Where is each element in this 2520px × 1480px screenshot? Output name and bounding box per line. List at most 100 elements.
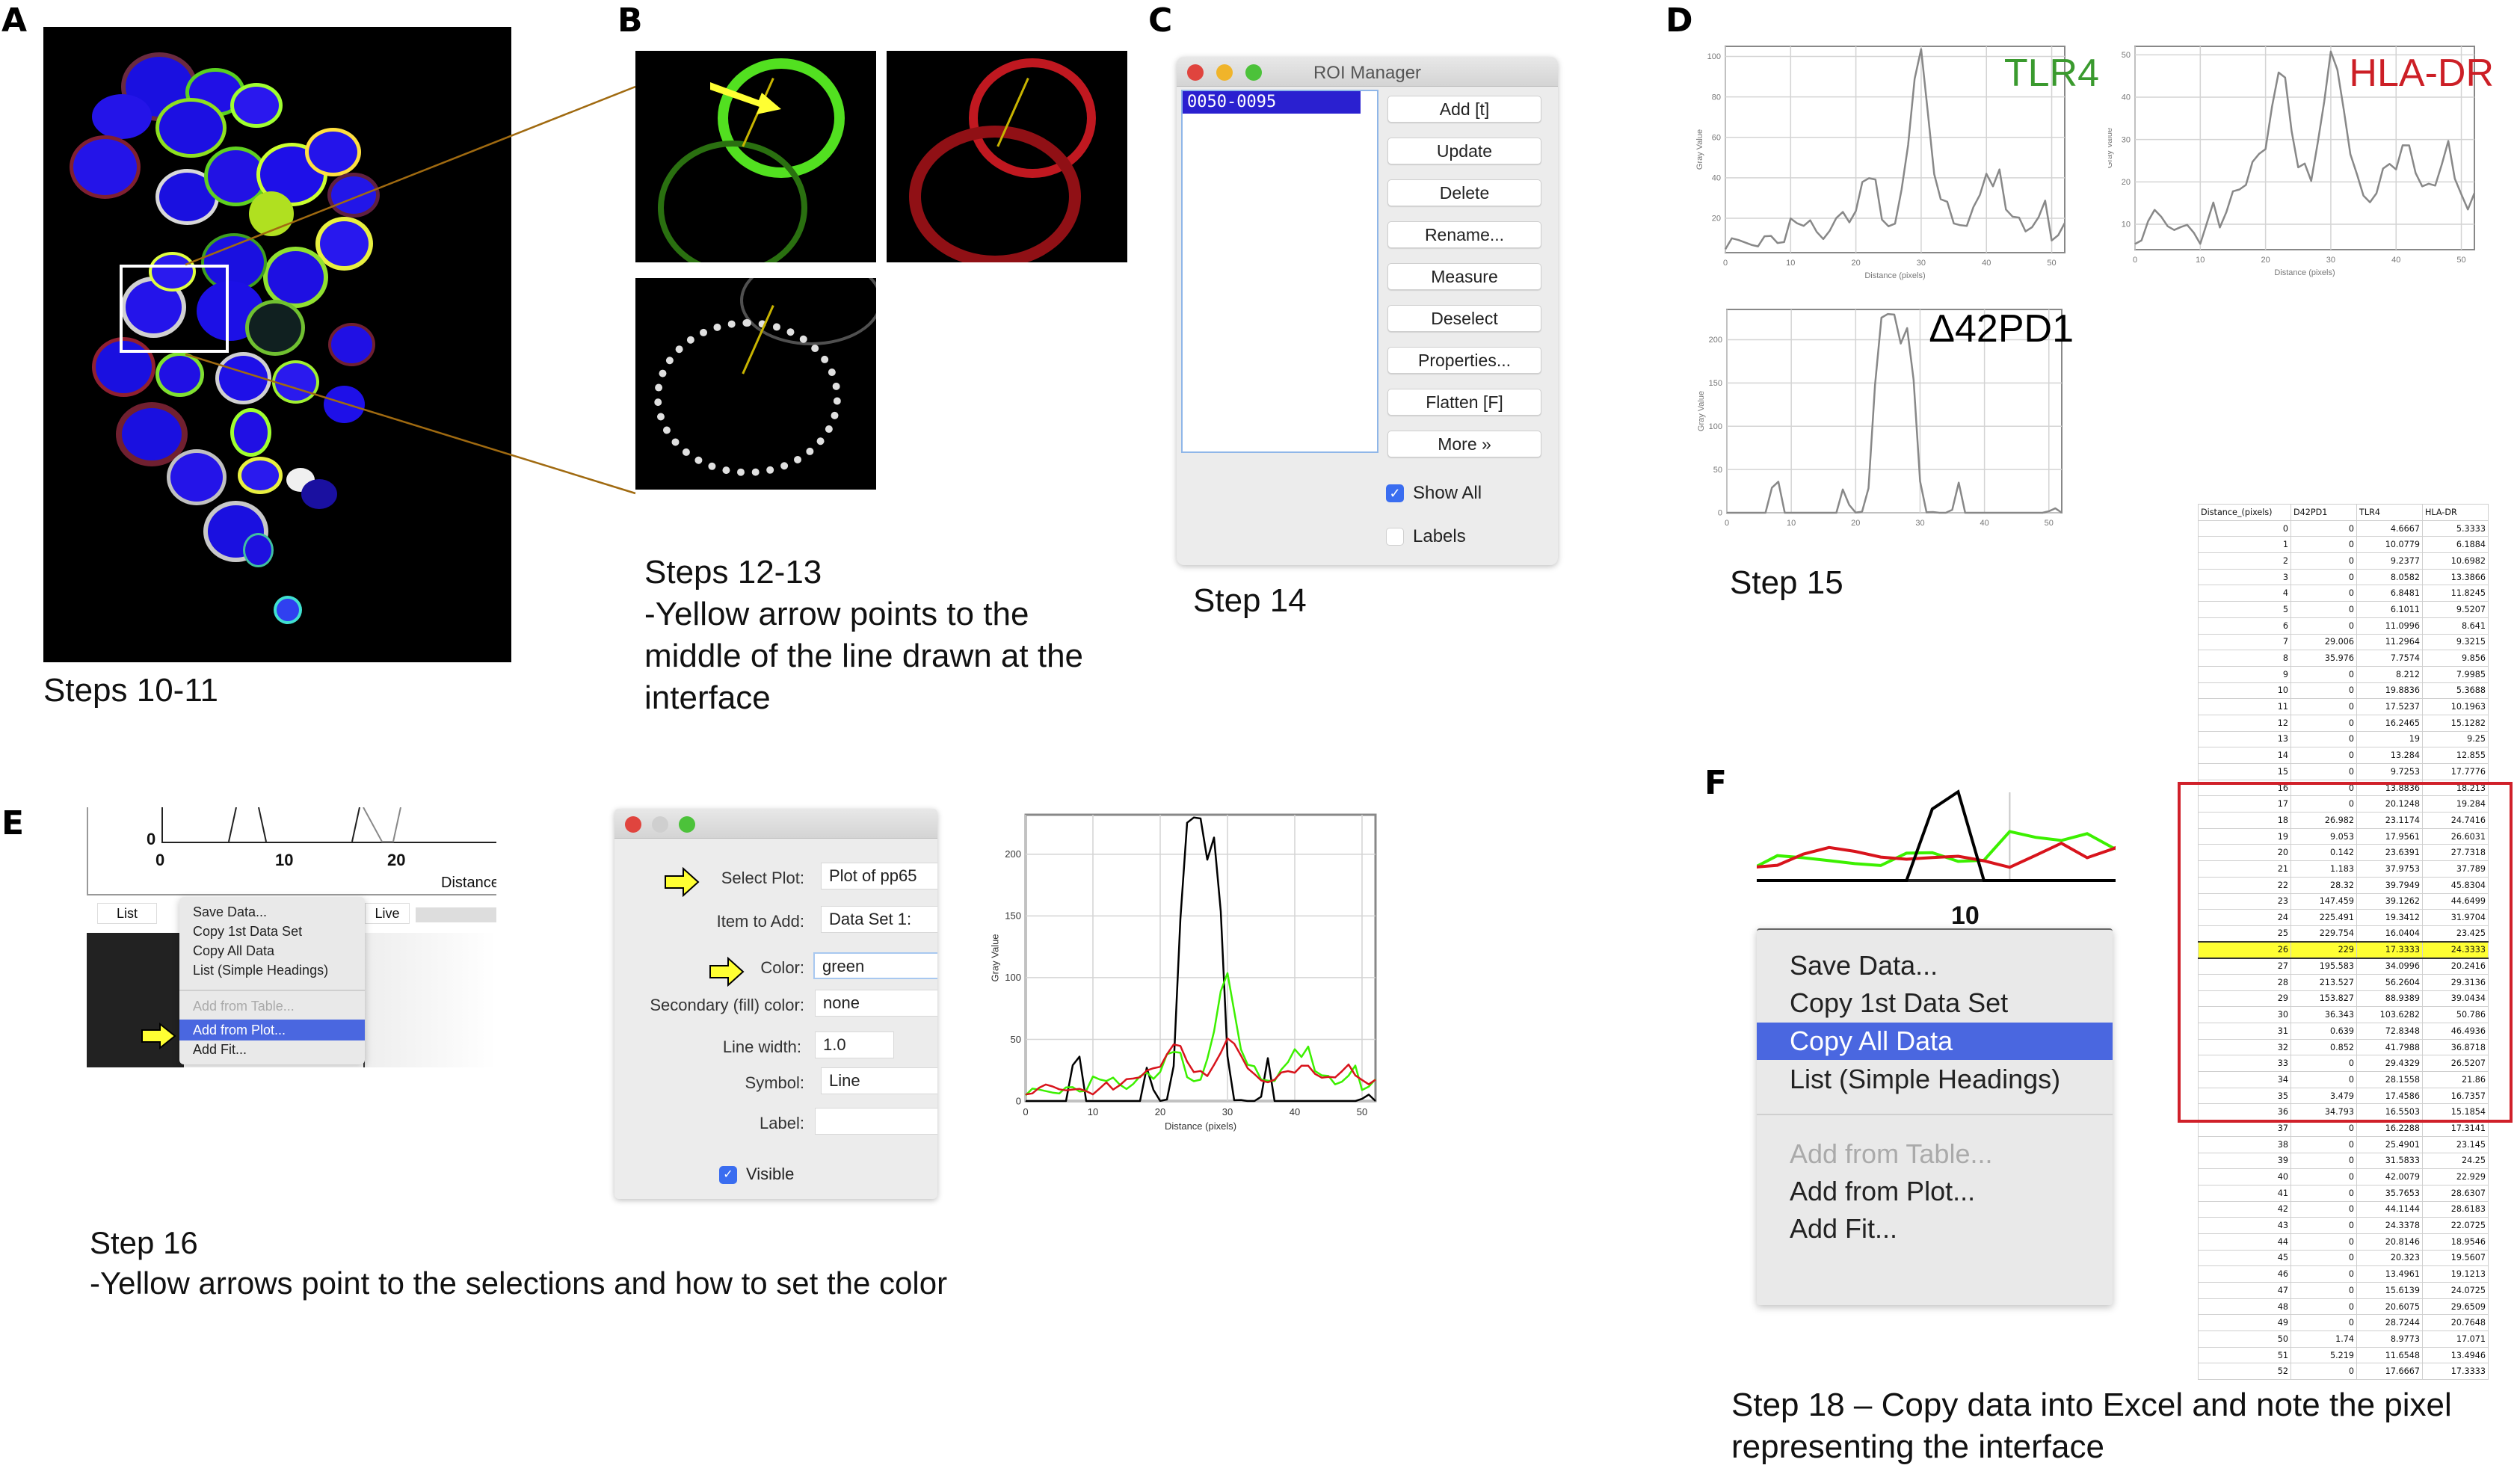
table-cell: 17.071 xyxy=(2422,1331,2489,1348)
table-row: 26 229 17.3333 24.3333 xyxy=(2198,941,2489,959)
deselect-button[interactable]: Deselect xyxy=(1387,305,1541,332)
zoom-connector-lines xyxy=(185,85,636,495)
show-all-label: Show All xyxy=(1413,483,1482,503)
table-cell: 30 xyxy=(2198,1006,2291,1023)
table-cell: 28.32 xyxy=(2291,876,2357,894)
svg-text:50: 50 xyxy=(2456,256,2465,265)
menu-copy-first-data-set[interactable]: Copy 1st Data Set xyxy=(193,924,303,939)
show-all-checkbox[interactable]: ✓ xyxy=(1386,484,1404,502)
menu-add-from-plot[interactable]: Add from Plot... xyxy=(1790,1176,1976,1206)
zoomed-x-tick-10: 10 xyxy=(1951,901,1980,930)
menu-copy-first-data-set[interactable]: Copy 1st Data Set xyxy=(1790,987,2009,1018)
svg-text:40: 40 xyxy=(1290,1106,1300,1117)
table-cell: 9 xyxy=(2198,665,2291,683)
table-cell: 0 xyxy=(2291,1233,2357,1251)
menu-save-data[interactable]: Save Data... xyxy=(1790,950,1938,981)
menu-save-data[interactable]: Save Data... xyxy=(193,904,268,919)
caption-d: Step 15 xyxy=(1730,564,1843,601)
symbol-dropdown[interactable]: Line xyxy=(821,1067,937,1094)
svg-text:0: 0 xyxy=(1725,519,1729,528)
rename-button[interactable]: Rename... xyxy=(1387,221,1541,248)
dark-canvas xyxy=(87,933,184,1067)
minimize-button[interactable] xyxy=(1216,64,1233,81)
live-button[interactable]: Live xyxy=(365,903,410,924)
menu-add-fit[interactable]: Add Fit... xyxy=(1790,1213,1898,1244)
table-cell: 42.0079 xyxy=(2356,1168,2423,1185)
table-cell: 9.3215 xyxy=(2422,633,2489,651)
color-input[interactable]: green xyxy=(813,952,937,979)
line-width-input[interactable]: 1.0 xyxy=(815,1032,894,1058)
menu-add-from-table: Add from Table... xyxy=(1790,1138,1993,1169)
svg-text:50: 50 xyxy=(2045,519,2054,528)
micrograph-cell-cluster xyxy=(43,27,511,662)
svg-text:Gray Value: Gray Value xyxy=(2108,128,2114,168)
update-button[interactable]: Update xyxy=(1387,138,1541,164)
menu-add-from-plot[interactable]: Add from Plot... xyxy=(179,1020,365,1040)
svg-text:30: 30 xyxy=(1222,1106,1233,1117)
table-cell: 48 xyxy=(2198,1298,2291,1316)
caption-b-line-3: middle of the line drawn at the xyxy=(644,638,1084,674)
add-button[interactable]: Add [t] xyxy=(1387,96,1541,123)
flatten-button[interactable]: Flatten [F] xyxy=(1387,389,1541,416)
table-row: 42 0 44.1144 28.6183 xyxy=(2198,1200,2489,1218)
menu-list-simple-headings[interactable]: List (Simple Headings) xyxy=(193,963,329,978)
color-label: Color: xyxy=(760,958,804,977)
table-cell: 11 xyxy=(2198,698,2291,715)
table-cell: 15 xyxy=(2198,763,2291,780)
table-cell: 19.284 xyxy=(2422,795,2489,813)
visible-checkbox[interactable]: ✓ xyxy=(719,1166,737,1184)
more-button[interactable]: More » xyxy=(1387,431,1541,457)
secondary-color-input[interactable]: none xyxy=(815,990,937,1017)
table-cell: 13 xyxy=(2198,730,2291,748)
panel-letter-b: B xyxy=(617,1,643,40)
zoom-button[interactable] xyxy=(679,816,695,833)
table-cell: 13.3866 xyxy=(2422,568,2489,586)
select-plot-dropdown[interactable]: Plot of pp65 xyxy=(821,863,937,889)
menu-separator xyxy=(179,990,365,991)
table-row: 24 225.491 19.3412 31.9704 xyxy=(2198,909,2489,926)
yellow-arrow-icon xyxy=(141,1023,176,1049)
caption-b: Steps 12-13 -Yellow arrow points to the … xyxy=(644,552,1083,719)
table-cell: 0 xyxy=(2291,1363,2357,1381)
zoom-button[interactable] xyxy=(1245,64,1262,81)
svg-text:30: 30 xyxy=(1917,259,1926,268)
close-button[interactable] xyxy=(1187,64,1204,81)
table-cell: 9.5207 xyxy=(2422,601,2489,618)
roi-list[interactable]: 0050-0095 xyxy=(1181,90,1378,453)
svg-text:50: 50 xyxy=(1357,1106,1367,1117)
table-cell: 39.1262 xyxy=(2356,892,2423,910)
menu-copy-all-data[interactable]: Copy All Data xyxy=(193,943,275,958)
roi-list-item[interactable]: 0050-0095 xyxy=(1183,91,1361,114)
minimize-button[interactable] xyxy=(652,816,668,833)
table-cell: 0 xyxy=(2291,747,2357,764)
labels-checkbox[interactable] xyxy=(1386,528,1404,546)
measure-button[interactable]: Measure xyxy=(1387,263,1541,290)
table-cell: 1.74 xyxy=(2291,1331,2357,1348)
delete-button[interactable]: Delete xyxy=(1387,179,1541,206)
table-cell: 20.8146 xyxy=(2356,1233,2423,1251)
svg-text:0: 0 xyxy=(1723,259,1728,268)
table-row: 49 0 28.7244 20.7648 xyxy=(2198,1314,2489,1332)
table-cell: 15.1282 xyxy=(2422,714,2489,732)
svg-text:0: 0 xyxy=(2133,256,2137,265)
close-button[interactable] xyxy=(625,816,641,833)
properties-button[interactable]: Properties... xyxy=(1387,347,1541,374)
chart-tlr4: 0 10 20 30 40 50 20 40 60 80 100 Distance (pixels) G… xyxy=(1689,30,2108,284)
table-cell: 19 xyxy=(2356,730,2423,748)
table-cell: 21 xyxy=(2198,860,2291,878)
item-to-add-dropdown[interactable]: Data Set 1: xyxy=(821,906,937,933)
table-cell: 0 xyxy=(2291,1265,2357,1283)
svg-text:30: 30 xyxy=(1915,519,1924,528)
svg-text:10: 10 xyxy=(2122,221,2131,229)
table-cell: 43 xyxy=(2198,1217,2291,1234)
svg-text:20: 20 xyxy=(2261,256,2270,265)
menu-copy-all-data[interactable]: Copy All Data xyxy=(1757,1023,2113,1060)
svg-text:20: 20 xyxy=(1155,1106,1165,1117)
menu-add-fit[interactable]: Add Fit... xyxy=(193,1042,247,1057)
table-cell: 0 xyxy=(2291,617,2357,635)
label-input[interactable] xyxy=(815,1108,937,1135)
svg-text:30: 30 xyxy=(2122,135,2131,144)
svg-text:20: 20 xyxy=(1851,519,1860,528)
list-button[interactable]: List xyxy=(97,903,157,924)
menu-list-simple-headings[interactable]: List (Simple Headings) xyxy=(1790,1064,2061,1094)
